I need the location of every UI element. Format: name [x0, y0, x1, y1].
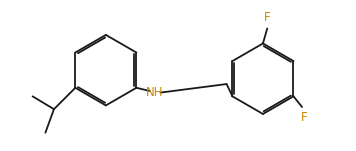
Text: F: F: [264, 11, 271, 24]
Text: NH: NH: [146, 86, 164, 99]
Text: F: F: [301, 111, 308, 124]
